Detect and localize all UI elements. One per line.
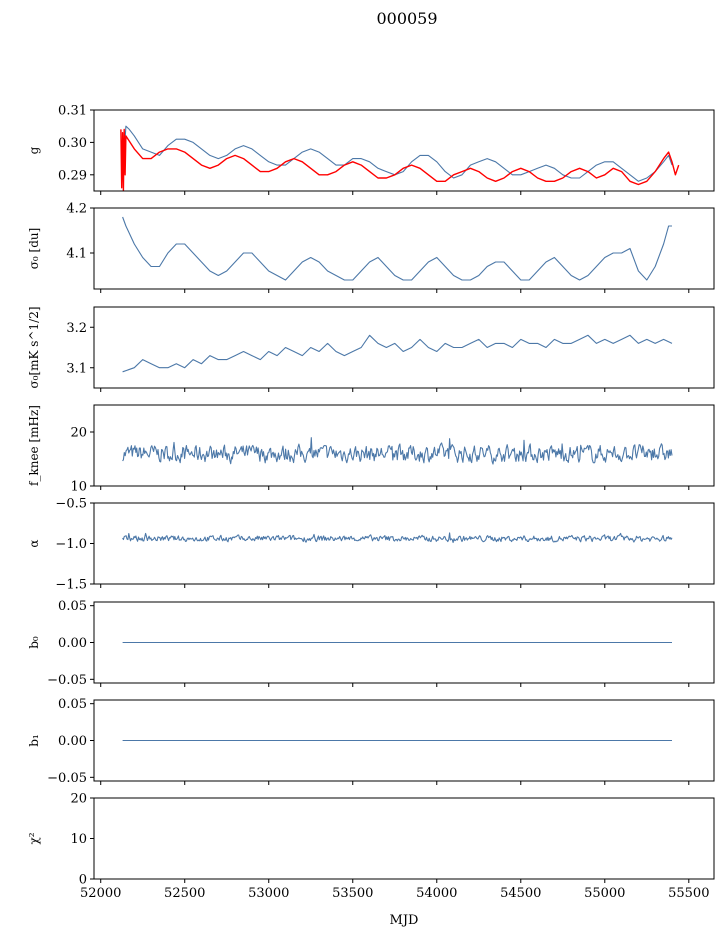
x-tick-label: 53000 [248,886,289,901]
panel-4: −1.5 −1.0 −0.5 α [27,497,715,593]
panel-frame [93,207,715,290]
series-line-1-0 [122,216,672,281]
y-tick-label: 0.31 [58,104,87,119]
y-tick-label: 0.30 [58,136,87,151]
y-axis-label: f_knee [mHz] [27,405,41,486]
panel-frame [93,306,715,389]
y-tick-label: 0.00 [58,636,87,651]
x-tick-label: 54000 [416,886,457,901]
y-tick-label: −0.05 [47,673,87,688]
y-tick-label: 0.05 [58,697,87,712]
panels: 0.29 0.30 0.31 g 4.1 4.2 σ₀ [du] 3.1 3.2 σ₀[mK s^… [27,104,715,901]
panel-3: 10 20 f_knee [mHz] [27,404,715,495]
panel-5: −0.05 0.00 0.05 b₀ [27,599,715,688]
y-tick-label: −0.05 [47,771,87,786]
x-tick-label: 55500 [668,886,709,901]
panel-7: 0 10 20 52000 52500 53000 53500 54000 54500 55000… [27,792,715,901]
y-tick-label: 0.05 [58,599,87,614]
panel-0: 0.29 0.30 0.31 g [27,104,715,195]
y-axis-label: g [27,146,41,154]
y-tick-label: −1.0 [55,537,87,552]
y-tick-label: 10 [70,832,87,847]
y-axis-label: α [27,539,41,547]
x-tick-label: 52500 [164,886,205,901]
y-tick-label: 10 [70,480,87,495]
x-tick-label: 53500 [332,886,373,901]
y-tick-label: −0.5 [55,497,87,512]
y-tick-label: 0.00 [58,734,87,749]
panel-frame [93,109,715,192]
y-axis-label: σ₀[mK s^1/2] [27,306,41,388]
y-tick-label: 4.1 [66,247,87,262]
y-tick-label: 4.2 [66,202,87,217]
y-axis-label: σ₀ [du] [27,228,41,270]
series-line-2-0 [122,334,673,373]
panel-1: 4.1 4.2 σ₀ [du] [27,202,715,293]
y-tick-label: 0 [79,873,87,888]
y-tick-label: 3.2 [66,321,87,336]
panel-6: −0.05 0.00 0.05 b₁ [27,697,715,786]
panel-frame [93,502,715,585]
x-tick-label: 52000 [80,886,121,901]
figure-title: 000059 [376,9,437,28]
panel-frame [93,797,715,880]
series-line-4-0 [122,532,673,544]
x-axis-label: MJD [390,913,419,928]
y-tick-label: −1.5 [55,578,87,593]
x-tick-label: 55000 [584,886,625,901]
panel-2: 3.1 3.2 σ₀[mK s^1/2] [27,306,715,392]
y-tick-label: 3.1 [66,361,87,376]
series-line-0-1 [120,128,680,191]
y-axis-label: b₀ [27,636,41,649]
series-line-3-0 [122,437,673,465]
y-tick-label: 20 [70,426,87,441]
y-tick-label: 20 [70,792,87,807]
x-tick-label: 54500 [500,886,541,901]
y-tick-label: 0.29 [58,168,87,183]
y-axis-label: χ² [27,832,41,844]
y-axis-label: b₁ [27,734,41,747]
panel-frame [93,404,715,487]
